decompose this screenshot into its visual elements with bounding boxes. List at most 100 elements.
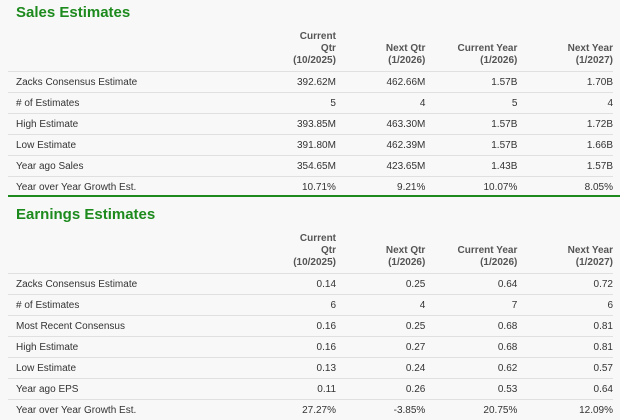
- row-value: 4: [517, 93, 613, 114]
- row-value: 0.25: [336, 274, 425, 295]
- row-value: 4: [336, 93, 425, 114]
- row-label: # of Estimates: [8, 93, 293, 114]
- row-value: 6: [293, 295, 336, 316]
- sales-estimates-table: Current Qtr(10/2025)Next Qtr(1/2026)Curr…: [8, 31, 613, 197]
- column-header-period: Current Qtr: [300, 233, 336, 256]
- row-value: 0.24: [336, 358, 425, 379]
- row-value: 5: [293, 93, 336, 114]
- row-value: 8.05%: [517, 177, 613, 198]
- table-row: Year over Year Growth Est.10.71%9.21%10.…: [8, 177, 613, 198]
- row-value: 1.57B: [425, 114, 517, 135]
- row-value: 0.26: [336, 379, 425, 400]
- row-value: 462.39M: [336, 135, 425, 156]
- column-header: Next Qtr(1/2026): [336, 233, 425, 274]
- row-value: 0.62: [425, 358, 517, 379]
- section-divider: [8, 195, 620, 197]
- row-value: 0.81: [517, 337, 613, 358]
- column-header-period: Current Year: [458, 43, 518, 54]
- row-value: -3.85%: [336, 400, 425, 420]
- label-header: [8, 31, 293, 72]
- column-header-date: (1/2026): [388, 257, 425, 268]
- row-label: Year over Year Growth Est.: [8, 400, 293, 420]
- row-value: 1.72B: [517, 114, 613, 135]
- column-header: Next Year(1/2027): [517, 233, 613, 274]
- row-value: 0.68: [425, 316, 517, 337]
- row-label: Year ago EPS: [8, 379, 293, 400]
- row-value: 354.65M: [293, 156, 336, 177]
- row-value: 423.65M: [336, 156, 425, 177]
- row-value: 1.57B: [425, 72, 517, 93]
- row-value: 12.09%: [517, 400, 613, 420]
- earnings-estimates-title: Earnings Estimates: [8, 204, 614, 226]
- row-label: High Estimate: [8, 114, 293, 135]
- column-header-date: (1/2026): [480, 257, 517, 268]
- column-header: Next Qtr(1/2026): [336, 31, 425, 72]
- column-header-period: Next Qtr: [386, 43, 425, 54]
- column-header: Next Year(1/2027): [517, 31, 613, 72]
- row-value: 10.71%: [293, 177, 336, 198]
- earnings-estimates-table: Current Qtr(10/2025)Next Qtr(1/2026)Curr…: [8, 233, 613, 420]
- row-value: 0.64: [517, 379, 613, 400]
- row-value: 0.16: [293, 316, 336, 337]
- row-value: 1.57B: [517, 156, 613, 177]
- row-value: 463.30M: [336, 114, 425, 135]
- row-value: 462.66M: [336, 72, 425, 93]
- column-header-period: Next Qtr: [386, 245, 425, 256]
- row-value: 393.85M: [293, 114, 336, 135]
- column-header-date: (1/2027): [576, 55, 613, 66]
- row-value: 0.72: [517, 274, 613, 295]
- row-value: 5: [425, 93, 517, 114]
- row-value: 391.80M: [293, 135, 336, 156]
- row-value: 20.75%: [425, 400, 517, 420]
- row-value: 4: [336, 295, 425, 316]
- row-label: Zacks Consensus Estimate: [8, 72, 293, 93]
- row-value: 10.07%: [425, 177, 517, 198]
- column-header-period: Current Qtr: [300, 31, 336, 54]
- row-value: 27.27%: [293, 400, 336, 420]
- column-header-date: (1/2027): [576, 257, 613, 268]
- row-value: 1.70B: [517, 72, 613, 93]
- row-value: 7: [425, 295, 517, 316]
- column-header-period: Next Year: [568, 245, 613, 256]
- column-header: Current Qtr(10/2025): [293, 233, 336, 274]
- earnings-estimates-section: Earnings Estimates Current Qtr(10/2025)N…: [8, 204, 614, 420]
- sales-estimates-section: Sales Estimates Current Qtr(10/2025)Next…: [8, 2, 614, 197]
- row-value: 0.27: [336, 337, 425, 358]
- column-header-date: (10/2025): [293, 55, 336, 66]
- column-header-date: (10/2025): [293, 257, 336, 268]
- column-header: Current Qtr(10/2025): [293, 31, 336, 72]
- header-row: Current Qtr(10/2025)Next Qtr(1/2026)Curr…: [8, 233, 613, 274]
- column-header-period: Next Year: [568, 43, 613, 54]
- row-label: Year ago Sales: [8, 156, 293, 177]
- column-header-period: Current Year: [458, 245, 518, 256]
- row-value: 0.57: [517, 358, 613, 379]
- row-label: Year over Year Growth Est.: [8, 177, 293, 198]
- table-row: Year over Year Growth Est.27.27%-3.85%20…: [8, 400, 613, 420]
- row-label: High Estimate: [8, 337, 293, 358]
- row-value: 1.66B: [517, 135, 613, 156]
- row-value: 0.14: [293, 274, 336, 295]
- row-value: 6: [517, 295, 613, 316]
- row-label: Most Recent Consensus: [8, 316, 293, 337]
- row-value: 0.81: [517, 316, 613, 337]
- label-header: [8, 233, 293, 274]
- column-header-date: (1/2026): [388, 55, 425, 66]
- row-value: 0.64: [425, 274, 517, 295]
- row-label: # of Estimates: [8, 295, 293, 316]
- row-label: Low Estimate: [8, 135, 293, 156]
- sales-estimates-title: Sales Estimates: [8, 2, 614, 24]
- row-label: Low Estimate: [8, 358, 293, 379]
- column-header: Current Year(1/2026): [425, 31, 517, 72]
- row-value: 392.62M: [293, 72, 336, 93]
- header-row: Current Qtr(10/2025)Next Qtr(1/2026)Curr…: [8, 31, 613, 72]
- row-value: 9.21%: [336, 177, 425, 198]
